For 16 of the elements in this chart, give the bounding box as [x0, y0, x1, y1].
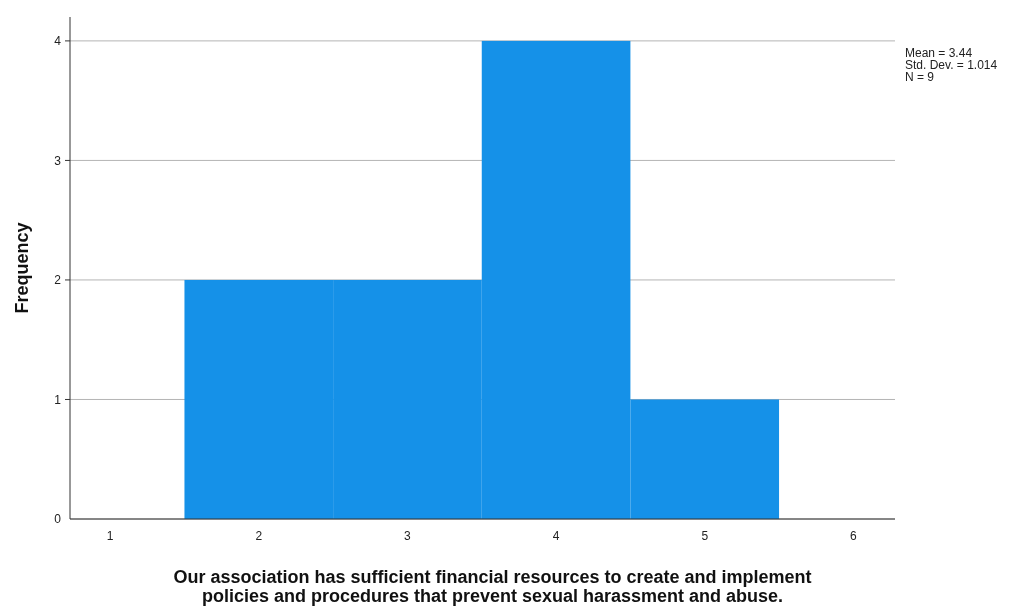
x-tick-label: 4 — [552, 529, 560, 543]
y-tick-label: 3 — [54, 153, 62, 168]
x-tick-label: 5 — [701, 529, 709, 543]
x-tick-label: 3 — [404, 529, 412, 543]
x-axis-title: Our association has sufficient financial resources to create and implement policies and procedures that prevent sexual harassment and abuse. — [173, 567, 812, 606]
text: N = 9 — [905, 70, 935, 84]
y-tick-label: 0 — [54, 512, 62, 527]
text: Std. Dev. = 1.014 — [905, 58, 998, 72]
x-tick-label: 6 — [850, 529, 858, 543]
x-tick-label: 1 — [106, 529, 114, 543]
y-axis-title: Frequency — [12, 222, 32, 314]
y-tick-label: 1 — [54, 392, 62, 407]
y-tick-label: 4 — [54, 34, 62, 49]
y-tick-label: 2 — [54, 273, 62, 288]
x-tick-label: 2 — [255, 529, 263, 543]
text: Mean = 3.44 — [905, 46, 973, 60]
